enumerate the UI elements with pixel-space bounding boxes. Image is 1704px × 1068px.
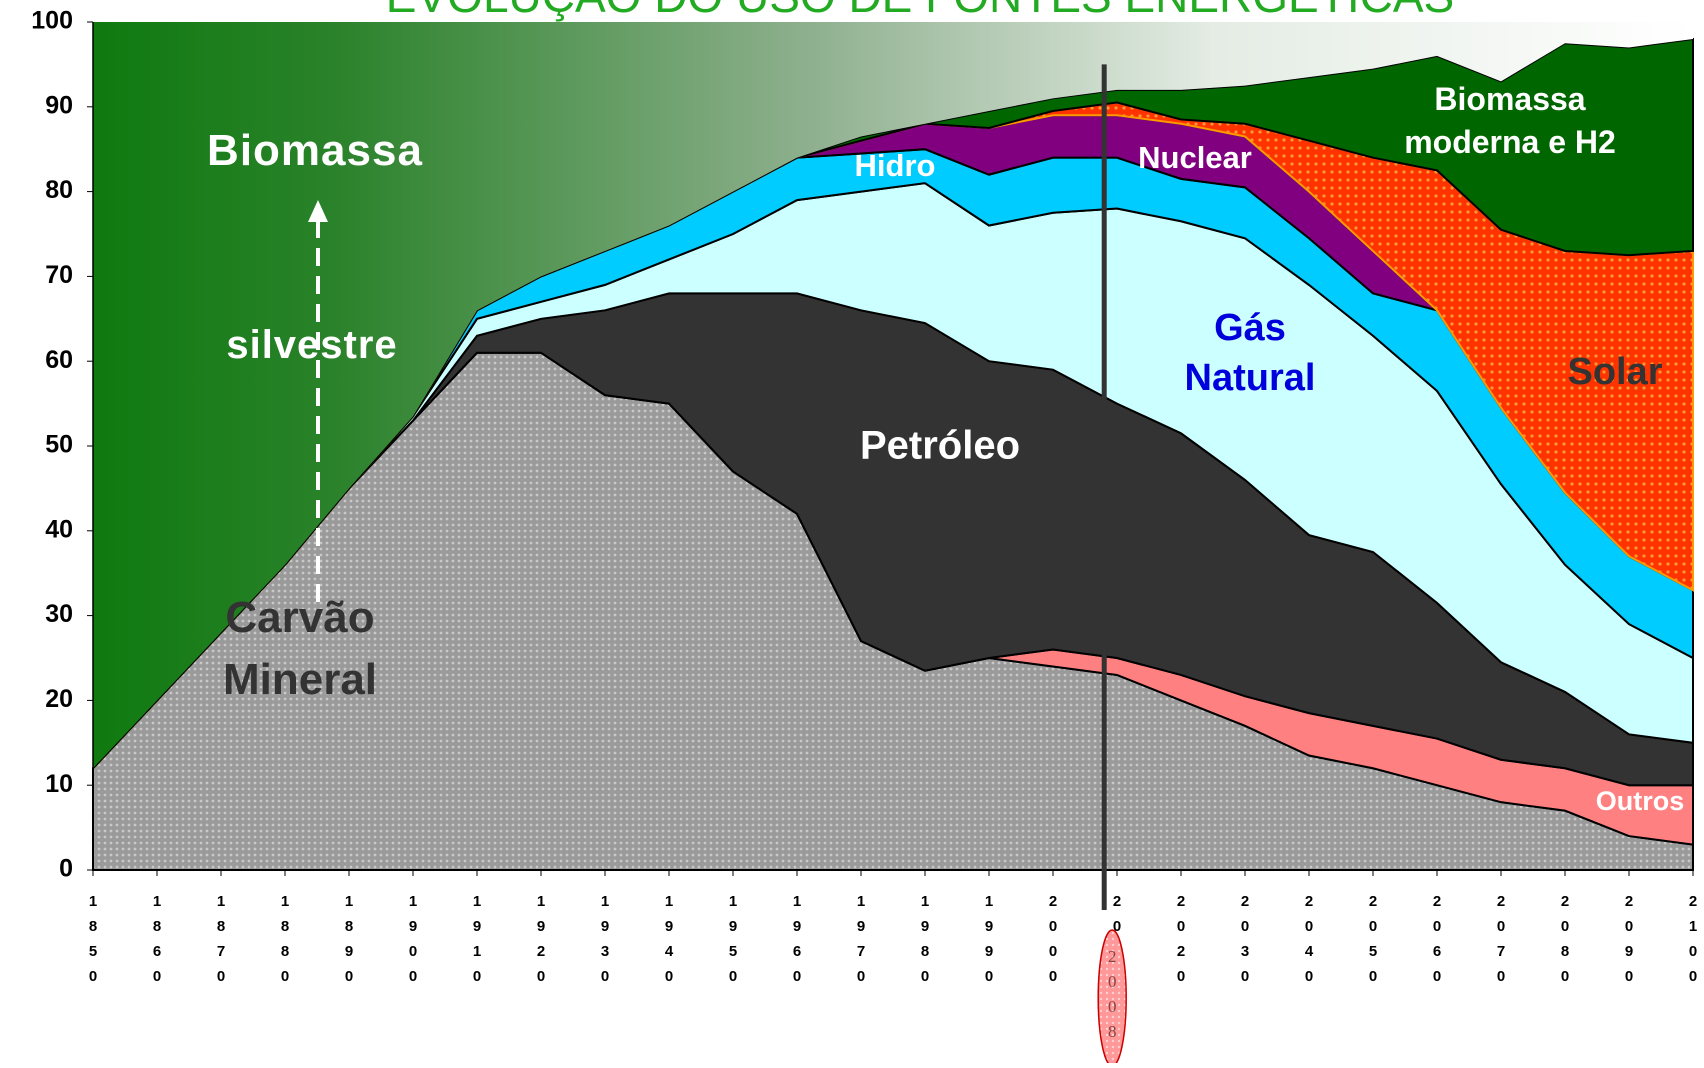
y-tick-label: 100 (31, 7, 73, 35)
y-tick-label: 30 (45, 600, 73, 628)
series-label: Nuclear (1138, 140, 1252, 175)
y-tick-label: 50 (45, 431, 73, 459)
y-tick-label: 40 (45, 515, 73, 543)
area (93, 22, 1693, 769)
series-label: Gás Natural (1185, 307, 1316, 399)
y-tick-label: 90 (45, 91, 73, 119)
series-label: Petróleo (860, 424, 1020, 468)
y-tick-label: 60 (45, 346, 73, 374)
series-label: Hidro (855, 148, 936, 183)
y-tick-label: 20 (45, 685, 73, 713)
y-tick-label: 70 (45, 261, 73, 289)
series-label: Carvão Mineral (223, 593, 377, 704)
series-label: Biomassa moderna e H2 (1404, 81, 1616, 160)
arrow-head (308, 200, 328, 222)
series-label: Biomassa silvestre (207, 126, 423, 367)
areas (92, 22, 1694, 871)
chart-title: EVOLUÇÃO DO USO DE FONTES ENERGÉTICAS (386, 0, 1454, 22)
series-label: Outros (1596, 786, 1685, 816)
series-label: Solar (1567, 351, 1662, 393)
y-tick-label: 80 (45, 176, 73, 204)
y-tick-label: 0 (59, 855, 73, 883)
y-tick-label: 10 (45, 770, 73, 798)
